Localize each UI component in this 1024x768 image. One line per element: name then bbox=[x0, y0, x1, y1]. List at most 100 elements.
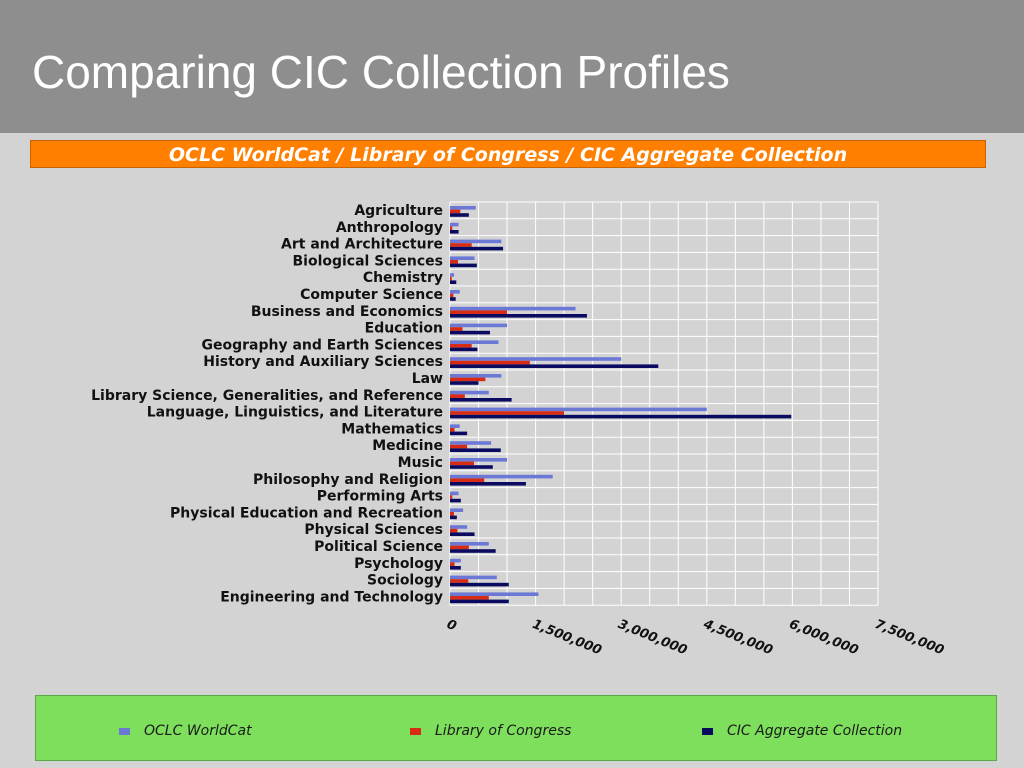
category-label: Sociology bbox=[367, 573, 443, 589]
category-label: Chemistry bbox=[363, 270, 443, 286]
bar-oclc-worldcat bbox=[450, 206, 476, 210]
bar-library-of-congress bbox=[450, 327, 463, 331]
bar-cic-aggregate-collection bbox=[450, 582, 509, 587]
bar-library-of-congress bbox=[450, 344, 472, 348]
bar-cic-aggregate-collection bbox=[450, 599, 509, 604]
bar-library-of-congress bbox=[450, 528, 458, 533]
legend-label: CIC Aggregate Collection bbox=[727, 723, 903, 739]
x-tick-label: 6,000,000 bbox=[787, 617, 860, 658]
slide-header: Comparing CIC Collection Profiles bbox=[0, 0, 1024, 133]
bar-oclc-worldcat bbox=[450, 441, 492, 445]
bar-cic-aggregate-collection bbox=[450, 431, 468, 436]
bar-library-of-congress bbox=[450, 360, 530, 365]
bar-library-of-congress bbox=[450, 293, 454, 298]
slide-title: Comparing CIC Collection Profiles bbox=[32, 46, 730, 98]
legend-item-library-of-congress: Library of Congress bbox=[410, 723, 571, 739]
bar-cic-aggregate-collection bbox=[450, 263, 477, 268]
category-label: Anthropology bbox=[336, 220, 443, 236]
bar-oclc-worldcat bbox=[450, 222, 459, 227]
bar-cic-aggregate-collection bbox=[450, 381, 479, 385]
bar-cic-aggregate-collection bbox=[450, 280, 457, 284]
category-label: Medicine bbox=[372, 438, 443, 454]
bar-oclc-worldcat bbox=[450, 491, 459, 496]
bar-library-of-congress bbox=[450, 495, 453, 499]
chart-bars bbox=[450, 206, 792, 604]
x-tick-label: 3,000,000 bbox=[616, 617, 689, 658]
category-label: Performing Arts bbox=[317, 489, 443, 505]
category-label: Agriculture bbox=[354, 203, 443, 219]
bar-cic-aggregate-collection bbox=[450, 448, 501, 452]
bar-library-of-congress bbox=[450, 377, 486, 382]
chart-grid bbox=[449, 201, 879, 606]
bar-oclc-worldcat bbox=[450, 407, 707, 412]
bar-oclc-worldcat bbox=[450, 273, 454, 277]
category-label: Physical Education and Recreation bbox=[170, 505, 443, 521]
bar-cic-aggregate-collection bbox=[450, 465, 493, 469]
bar-oclc-worldcat bbox=[450, 374, 502, 378]
legend-label: OCLC WorldCat bbox=[144, 723, 252, 739]
category-label: History and Auxiliary Sciences bbox=[203, 354, 443, 370]
bar-cic-aggregate-collection bbox=[450, 364, 659, 368]
bar-cic-aggregate-collection bbox=[450, 398, 512, 402]
category-label: Philosophy and Religion bbox=[253, 472, 443, 488]
bar-oclc-worldcat bbox=[450, 239, 502, 244]
bar-oclc-worldcat bbox=[450, 306, 576, 311]
bar-library-of-congress bbox=[450, 596, 489, 600]
bar-library-of-congress bbox=[450, 310, 508, 314]
legend-swatch bbox=[119, 727, 130, 735]
bar-oclc-worldcat bbox=[450, 474, 553, 479]
category-label: Business and Economics bbox=[251, 304, 443, 320]
x-tick-label: 0 bbox=[445, 617, 459, 634]
category-label: Mathematics bbox=[341, 421, 443, 437]
bar-cic-aggregate-collection bbox=[450, 246, 504, 251]
bar-cic-aggregate-collection bbox=[450, 498, 461, 503]
bar-oclc-worldcat bbox=[450, 424, 460, 428]
category-label: Geography and Earth Sciences bbox=[202, 337, 444, 353]
category-label: Law bbox=[412, 371, 443, 387]
x-tick-label: 7,500,000 bbox=[873, 617, 946, 658]
bar-cic-aggregate-collection bbox=[450, 482, 526, 486]
bar-cic-aggregate-collection bbox=[450, 414, 792, 419]
bar-cic-aggregate-collection bbox=[450, 213, 469, 217]
bar-oclc-worldcat bbox=[450, 575, 497, 580]
category-label: Art and Architecture bbox=[281, 237, 443, 253]
legend-swatch bbox=[702, 727, 713, 735]
category-label: Language, Linguistics, and Literature bbox=[147, 405, 443, 421]
bar-oclc-worldcat bbox=[450, 390, 489, 395]
category-label: Physical Sciences bbox=[304, 522, 443, 538]
chart-legend: OCLC WorldCat Library of Congress CIC Ag… bbox=[35, 695, 997, 761]
x-tick-label: 4,500,000 bbox=[700, 617, 774, 659]
legend-item-oclc-worldcat: OCLC WorldCat bbox=[119, 723, 252, 739]
bar-oclc-worldcat bbox=[450, 508, 464, 512]
bar-library-of-congress bbox=[450, 545, 469, 550]
bar-oclc-worldcat bbox=[450, 340, 499, 344]
bar-library-of-congress bbox=[450, 260, 458, 264]
category-label: Political Science bbox=[314, 539, 443, 555]
bar-library-of-congress bbox=[450, 562, 455, 566]
bar-cic-aggregate-collection bbox=[450, 549, 496, 553]
category-label: Music bbox=[398, 455, 443, 471]
category-label: Education bbox=[365, 321, 443, 337]
bar-library-of-congress bbox=[450, 461, 474, 466]
category-label: Biological Sciences bbox=[292, 253, 443, 269]
bar-library-of-congress bbox=[450, 512, 454, 516]
bar-library-of-congress bbox=[450, 209, 461, 214]
bar-cic-aggregate-collection bbox=[450, 532, 475, 536]
category-label: Psychology bbox=[354, 556, 443, 572]
x-tick-labels: 0 1,500,000 3,000,000 4,500,000 6,000,000 7,5… bbox=[445, 617, 946, 659]
bar-oclc-worldcat bbox=[450, 458, 508, 462]
bar-oclc-worldcat bbox=[450, 592, 539, 596]
bar-cic-aggregate-collection bbox=[450, 330, 490, 335]
category-label: Library Science, Generalities, and Refer… bbox=[91, 388, 443, 404]
bar-oclc-worldcat bbox=[450, 290, 460, 294]
bar-cic-aggregate-collection bbox=[450, 347, 478, 352]
bar-library-of-congress bbox=[450, 411, 565, 415]
bar-cic-aggregate-collection bbox=[450, 230, 459, 234]
legend-label: Library of Congress bbox=[435, 723, 572, 739]
bar-library-of-congress bbox=[450, 243, 472, 247]
category-label: Computer Science bbox=[300, 287, 443, 303]
bar-oclc-worldcat bbox=[450, 525, 468, 529]
bar-oclc-worldcat bbox=[450, 357, 622, 361]
